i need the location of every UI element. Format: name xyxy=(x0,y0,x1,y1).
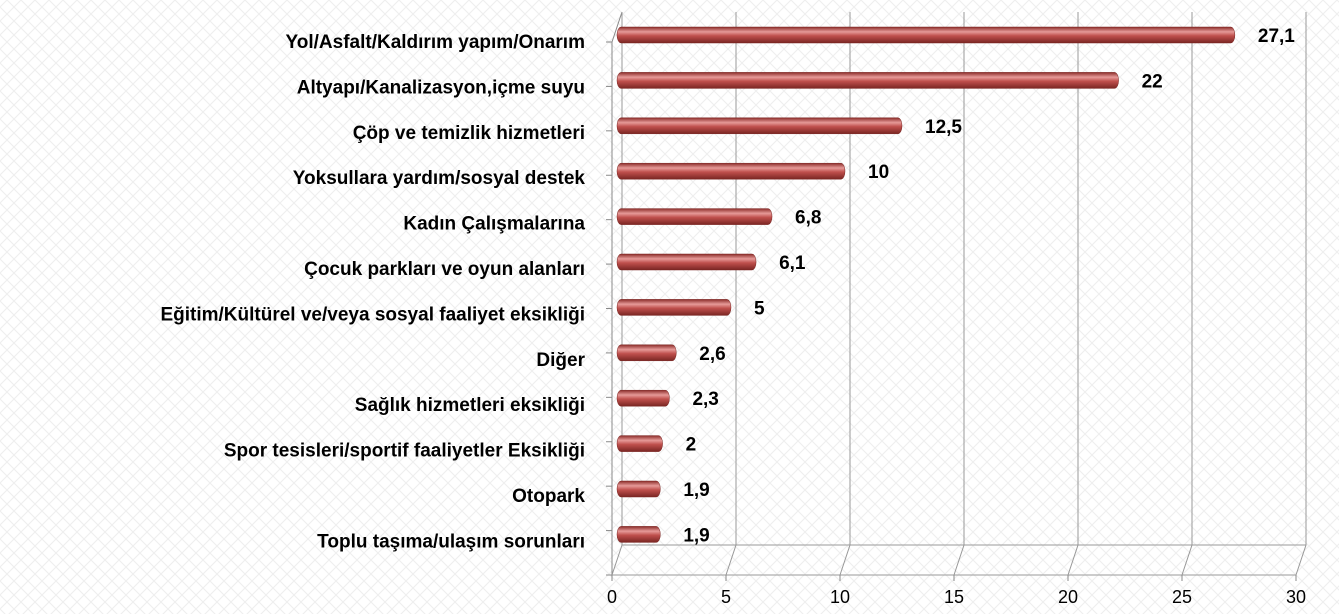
y-tick-label: Altyapı/Kanalizasyon,içme suyu xyxy=(297,77,585,98)
y-tick-label: Sağlık hizmetleri eksikliği xyxy=(355,395,585,416)
y-tick-label: Spor tesisleri/sportif faaliyetler Eksik… xyxy=(224,441,585,462)
data-label: 1,9 xyxy=(683,480,709,501)
x-tick-label: 15 xyxy=(944,587,964,607)
grid-line xyxy=(1067,12,1079,576)
bar xyxy=(616,526,661,543)
data-label: 6,1 xyxy=(779,253,806,274)
bar xyxy=(616,162,846,180)
x-tick-label: 25 xyxy=(1172,587,1192,607)
bar xyxy=(616,208,773,225)
data-label: 2,3 xyxy=(692,389,718,410)
data-label: 10 xyxy=(868,162,889,183)
grid-line xyxy=(1181,12,1193,576)
x-tick-label: 10 xyxy=(830,587,850,607)
data-label: 27,1 xyxy=(1258,26,1295,47)
bar xyxy=(616,480,661,498)
data-label: 12,5 xyxy=(925,117,962,138)
y-tick-label: Otopark xyxy=(512,486,585,507)
y-tick-label: Diğer xyxy=(536,350,585,371)
data-label: 5 xyxy=(754,298,765,319)
y-tick-label: Kadın Çalışmalarına xyxy=(403,214,585,235)
y-tick-label: Yol/Asfalt/Kaldırım yapım/Onarım xyxy=(285,32,585,53)
y-tick-label: Eğitim/Kültürel ve/veya sosyal faaliyet … xyxy=(160,304,585,325)
left-wall-top xyxy=(611,11,623,43)
data-label: 1,9 xyxy=(683,525,709,546)
bar xyxy=(616,117,903,135)
x-tick-label: 0 xyxy=(607,587,617,607)
bar xyxy=(616,299,732,316)
y-tick-label: Çöp ve temizlik hizmetleri xyxy=(353,123,585,144)
data-label: 22 xyxy=(1142,71,1163,92)
bar xyxy=(616,253,757,271)
x-tick-label: 5 xyxy=(721,587,731,607)
x-tick-label: 30 xyxy=(1286,587,1306,607)
y-tick-label: Yoksullara yardım/sosyal destek xyxy=(293,168,586,189)
y-tick-label: Çocuk parkları ve oyun alanları xyxy=(304,259,585,280)
data-label: 2 xyxy=(686,435,697,456)
x-tick-label: 20 xyxy=(1058,587,1078,607)
grid-line xyxy=(611,12,623,576)
y-tick-label: Toplu taşıma/ulaşım sorunları xyxy=(317,531,585,552)
bar xyxy=(616,389,670,407)
data-label: 6,8 xyxy=(795,208,821,229)
bar xyxy=(616,26,1236,44)
grid-line xyxy=(725,12,737,576)
bar xyxy=(616,435,663,452)
grid-line xyxy=(1295,12,1307,576)
data-label: 2,6 xyxy=(699,344,725,365)
bar xyxy=(616,344,677,362)
grid-line xyxy=(839,12,851,576)
grid-line xyxy=(953,12,965,576)
bar xyxy=(616,72,1119,89)
